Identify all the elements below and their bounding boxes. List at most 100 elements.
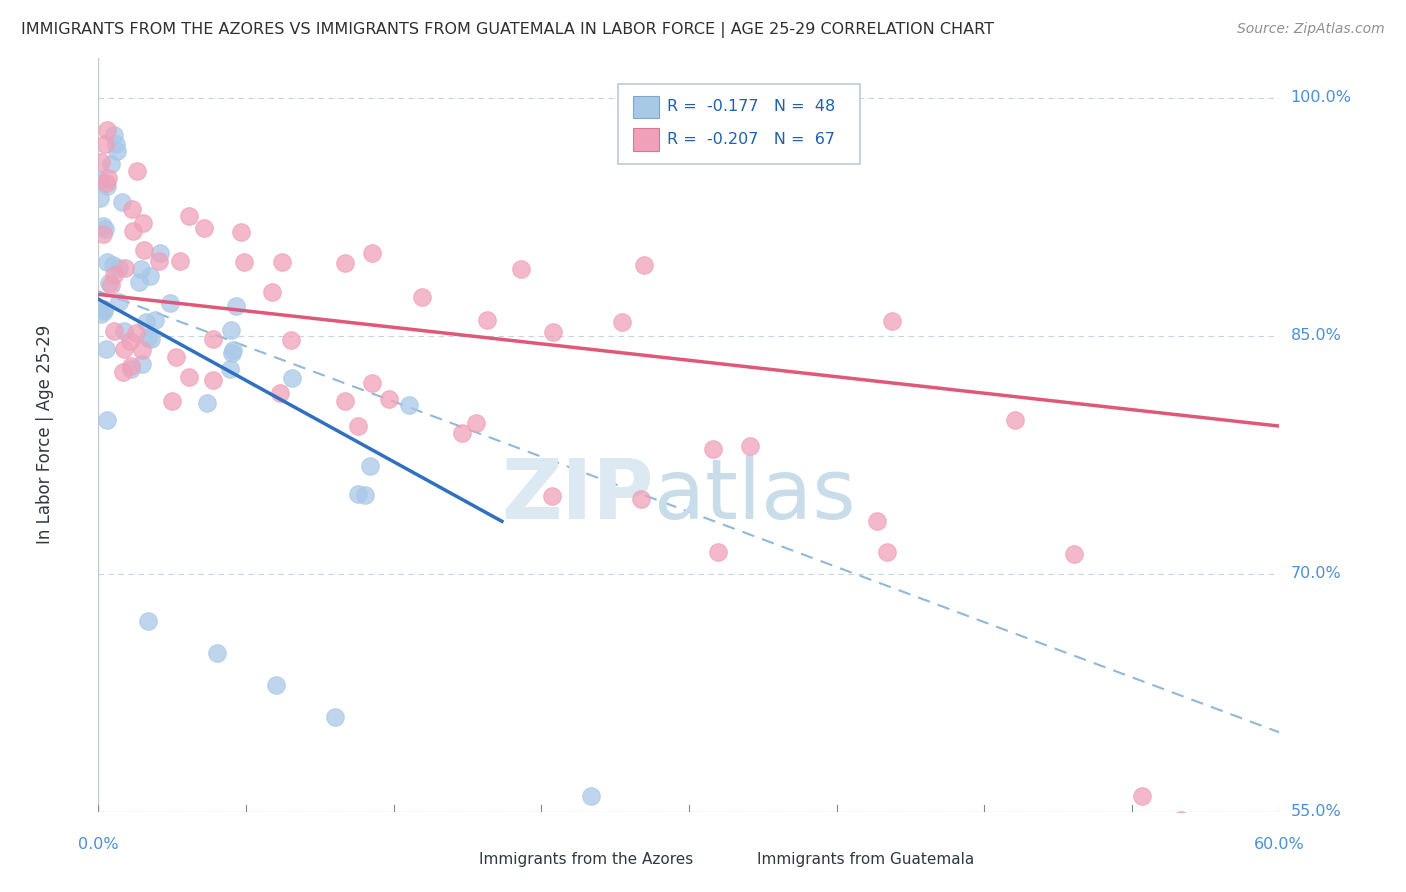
Point xyxy=(876,545,898,559)
Text: Immigrants from the Azores: Immigrants from the Azores xyxy=(478,852,693,867)
Text: 100.0%: 100.0% xyxy=(1291,90,1351,105)
Point xyxy=(100,277,122,292)
Point xyxy=(882,314,904,328)
Point xyxy=(221,346,243,360)
Point xyxy=(450,425,472,440)
Point xyxy=(121,202,143,217)
Point xyxy=(103,258,125,272)
Point xyxy=(160,393,183,408)
Point xyxy=(94,343,117,357)
Point xyxy=(120,359,142,373)
Bar xyxy=(727,848,752,870)
Point xyxy=(94,176,117,190)
Point xyxy=(129,262,152,277)
Point xyxy=(218,361,240,376)
Point xyxy=(131,357,153,371)
Point xyxy=(262,285,284,299)
FancyBboxPatch shape xyxy=(619,85,860,163)
Point xyxy=(232,254,254,268)
Point xyxy=(179,209,201,223)
Point xyxy=(280,333,302,347)
Point xyxy=(335,256,357,270)
Point xyxy=(509,262,531,277)
Point xyxy=(475,312,498,326)
Point xyxy=(120,362,142,376)
Point xyxy=(96,255,118,269)
Point xyxy=(740,439,762,453)
Point xyxy=(89,191,111,205)
Point xyxy=(128,275,150,289)
Point xyxy=(96,413,118,427)
Text: In Labor Force | Age 25-29: In Labor Force | Age 25-29 xyxy=(37,326,55,544)
Point xyxy=(359,458,381,473)
Text: 0.0%: 0.0% xyxy=(79,837,118,852)
Point xyxy=(145,313,167,327)
Bar xyxy=(447,848,472,870)
Point xyxy=(347,419,370,434)
Point xyxy=(97,277,120,291)
Point xyxy=(165,350,187,364)
Point xyxy=(148,254,170,268)
Point xyxy=(93,219,115,233)
Point xyxy=(579,789,602,803)
Point xyxy=(281,370,304,384)
Text: 55.0%: 55.0% xyxy=(1291,805,1341,819)
Point xyxy=(269,386,291,401)
Point xyxy=(136,331,159,345)
Point xyxy=(633,258,655,272)
Point xyxy=(94,222,117,236)
Point xyxy=(361,246,384,260)
Point xyxy=(225,299,247,313)
Point xyxy=(105,144,128,158)
Point xyxy=(131,343,153,358)
Point xyxy=(465,416,488,430)
Point xyxy=(323,709,346,723)
Bar xyxy=(634,128,659,151)
Point xyxy=(398,398,420,412)
Point xyxy=(108,260,131,275)
Point xyxy=(96,123,118,137)
Point xyxy=(1063,547,1085,561)
Point xyxy=(112,324,135,338)
Point xyxy=(149,246,172,260)
Point xyxy=(90,307,112,321)
Point xyxy=(91,227,114,242)
Point xyxy=(264,678,287,692)
Point xyxy=(630,491,652,506)
Point xyxy=(270,255,292,269)
Point xyxy=(111,365,134,379)
Point xyxy=(866,514,889,528)
Point xyxy=(93,302,115,317)
Point xyxy=(411,290,433,304)
Point xyxy=(202,332,225,346)
Text: 70.0%: 70.0% xyxy=(1291,566,1341,582)
Point xyxy=(94,136,117,151)
Point xyxy=(139,268,162,283)
Point xyxy=(90,155,112,169)
Point xyxy=(205,646,228,660)
Point xyxy=(612,315,634,329)
Point xyxy=(177,370,200,384)
Text: atlas: atlas xyxy=(654,455,855,536)
Point xyxy=(222,343,245,358)
Point xyxy=(100,156,122,170)
Point xyxy=(103,268,125,282)
Point xyxy=(135,314,157,328)
Point xyxy=(112,342,135,356)
Point xyxy=(103,325,125,339)
Point xyxy=(96,171,118,186)
Point xyxy=(132,216,155,230)
Point xyxy=(103,128,125,142)
Point xyxy=(139,332,162,346)
Text: IMMIGRANTS FROM THE AZORES VS IMMIGRANTS FROM GUATEMALA IN LABOR FORCE | AGE 25-: IMMIGRANTS FROM THE AZORES VS IMMIGRANTS… xyxy=(21,22,994,38)
Text: R =  -0.207   N =  67: R = -0.207 N = 67 xyxy=(666,132,835,147)
Point xyxy=(169,253,191,268)
Point xyxy=(93,303,115,318)
Point xyxy=(118,334,141,348)
Point xyxy=(202,373,225,387)
Point xyxy=(125,164,148,178)
Point xyxy=(1004,413,1026,427)
Point xyxy=(1170,813,1192,827)
Point xyxy=(89,173,111,187)
Point xyxy=(111,195,134,210)
